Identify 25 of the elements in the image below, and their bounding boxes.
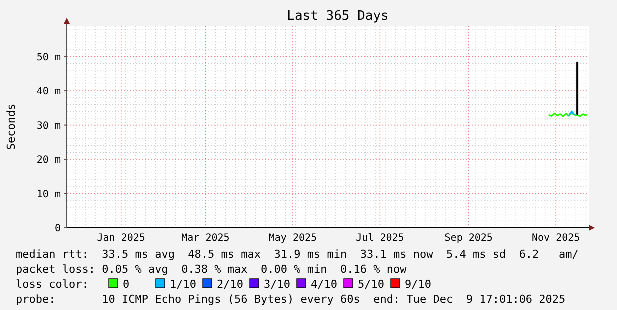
legend-label: 5/10: [358, 278, 384, 291]
y-tick-label: 0: [54, 224, 61, 234]
y-tick-label: 50 m: [36, 52, 61, 64]
legend-title: loss color:: [16, 278, 89, 291]
text: median rtt: 33.5 ms avg 48.5 ms max 31.9 ms min 33.1 ms now 5.4 ms sd 6.2 am/: [16, 248, 579, 261]
legend-label: 4/10: [311, 278, 338, 291]
x-tick-label: Jul 2025: [356, 233, 404, 244]
y-tick-label: 30 m: [36, 120, 61, 132]
y-tick-label: 40 m: [36, 86, 61, 98]
legend-label: 9/10: [405, 278, 432, 291]
text: packet loss: 0.05 % avg 0.38 % max 0.00 % min 0.16 % now: [16, 263, 408, 276]
y-tick-label: 20 m: [36, 155, 61, 166]
legend-label: 1/10: [170, 278, 196, 291]
x-tick-label: May 2025: [268, 233, 318, 244]
x-tick-label: Mar 2025: [182, 233, 230, 244]
legend-label: 3/10: [264, 278, 290, 291]
y-tick-label: 10 m: [36, 189, 61, 200]
legend-label: 2/10: [217, 278, 244, 291]
x-tick-label: Nov 2025: [532, 233, 580, 244]
y-axis-title: Seconds: [5, 104, 18, 150]
legend-label: 0: [123, 278, 130, 291]
text: probe: 10 ICMP Echo Pings (56 Bytes) every 60s end: Tue Dec 9 17:01:06 2025: [16, 293, 566, 306]
chart-title: Last 365 Days: [287, 9, 389, 24]
x-tick-label: Sep 2025: [444, 233, 493, 244]
x-tick-label: Jan 2025: [97, 233, 146, 244]
